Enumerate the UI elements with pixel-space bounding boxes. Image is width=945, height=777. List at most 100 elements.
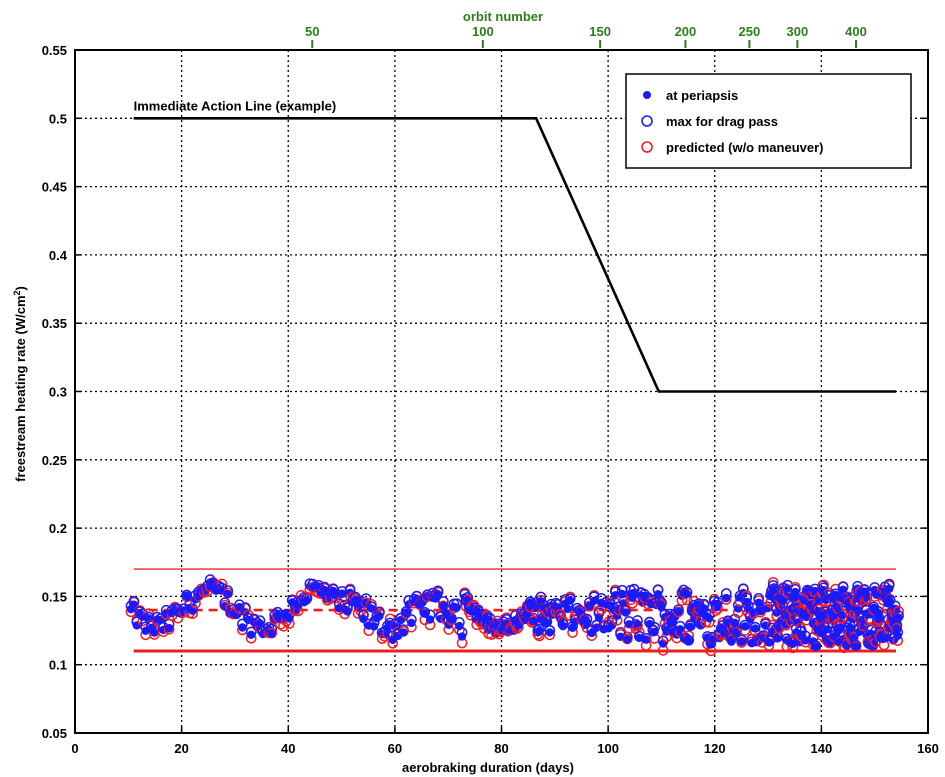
legend-marker-max-drag xyxy=(641,115,653,127)
periapsis-point xyxy=(722,593,731,603)
periapsis-point xyxy=(447,614,456,624)
top-tick-label: 150 xyxy=(589,24,611,39)
periapsis-point xyxy=(343,607,352,616)
periapsis-point xyxy=(585,601,594,611)
y-tick-label: 0.15 xyxy=(42,589,67,604)
periapsis-point xyxy=(737,637,746,647)
periapsis-point xyxy=(838,585,848,595)
top-tick-label: 250 xyxy=(739,24,761,39)
x-tick-label: 140 xyxy=(811,741,833,756)
x-tick-labels: 0 20 40 60 80 100 120 140 160 xyxy=(71,741,938,756)
data-points xyxy=(125,574,904,657)
periapsis-point xyxy=(220,601,230,611)
periapsis-point xyxy=(425,615,435,624)
tick-marks xyxy=(74,49,929,734)
periapsis-point xyxy=(885,597,895,607)
periapsis-point xyxy=(851,642,861,651)
periapsis-point xyxy=(730,618,739,628)
periapsis-point xyxy=(893,631,902,640)
periapsis-point xyxy=(713,599,722,609)
periapsis-point xyxy=(811,642,821,651)
x-tick-label: 100 xyxy=(597,741,619,756)
periapsis-point xyxy=(791,587,800,597)
y-tick-label: 0.25 xyxy=(42,453,67,468)
periapsis-point xyxy=(865,609,874,619)
x-tick-label: 120 xyxy=(704,741,726,756)
periapsis-point xyxy=(884,584,894,593)
periapsis-point xyxy=(793,618,803,627)
immediate-action-polyline xyxy=(133,117,897,393)
legend-marker-periapsis xyxy=(643,91,651,99)
periapsis-point xyxy=(780,593,789,603)
periapsis-point xyxy=(727,637,736,646)
top-axis-ticks: 50 100 150 200 250 300 400 xyxy=(305,24,867,48)
periapsis-point xyxy=(838,611,847,620)
top-tick-label: 100 xyxy=(472,24,494,39)
periapsis-point xyxy=(674,607,683,616)
predicted-point xyxy=(584,600,595,612)
y-axis-label: freestream heating rate (W/cm2) xyxy=(12,286,28,482)
periapsis-point xyxy=(545,628,555,637)
periapsis-point xyxy=(529,616,538,626)
top-tick-label: 50 xyxy=(305,24,319,39)
x-tick-label: 20 xyxy=(174,741,188,756)
periapsis-point xyxy=(801,636,810,645)
legend-label-max-drag: max for drag pass xyxy=(666,114,778,129)
periapsis-point xyxy=(182,591,191,600)
periapsis-point xyxy=(188,606,197,615)
periapsis-point xyxy=(558,621,568,631)
periapsis-point xyxy=(682,589,692,599)
periapsis-point xyxy=(621,608,630,617)
periapsis-point xyxy=(862,592,872,602)
periapsis-point xyxy=(607,621,617,630)
y-tick-label: 0.3 xyxy=(49,385,67,400)
legend: at periapsis max for drag pass predicted… xyxy=(625,73,912,169)
periapsis-point xyxy=(823,625,832,634)
periapsis-point xyxy=(582,618,592,627)
periapsis-point xyxy=(676,625,685,634)
periapsis-point xyxy=(594,613,604,622)
y-tick-label: 0.55 xyxy=(42,43,67,58)
periapsis-point xyxy=(285,614,294,623)
periapsis-point xyxy=(587,628,596,638)
immediate-action-line-label: Immediate Action Line (example) xyxy=(134,98,337,113)
periapsis-point xyxy=(705,614,714,623)
periapsis-point xyxy=(684,636,693,646)
periapsis-point xyxy=(874,614,884,624)
y-tick-label: 0.05 xyxy=(42,726,67,741)
y-tick-label: 0.4 xyxy=(49,248,68,263)
periapsis-point xyxy=(246,630,256,640)
periapsis-point xyxy=(238,623,247,632)
legend-label-periapsis: at periapsis xyxy=(666,88,738,103)
periapsis-point xyxy=(399,628,408,637)
periapsis-point xyxy=(369,622,379,631)
y-tick-label: 0.45 xyxy=(42,180,67,195)
periapsis-point xyxy=(650,627,659,637)
periapsis-point xyxy=(708,635,717,644)
y-tick-label: 0.5 xyxy=(49,111,67,126)
top-tick-label: 200 xyxy=(675,24,697,39)
y-tick-label: 0.1 xyxy=(49,658,67,673)
periapsis-point xyxy=(686,622,695,631)
periapsis-point xyxy=(565,596,575,605)
periapsis-point xyxy=(407,618,416,628)
periapsis-point xyxy=(452,603,461,612)
periapsis-point xyxy=(401,608,411,617)
periapsis-point xyxy=(208,579,218,589)
periapsis-point xyxy=(337,589,347,598)
x-tick-label: 0 xyxy=(71,741,78,756)
x-tick-label: 80 xyxy=(494,741,508,756)
periapsis-point xyxy=(894,613,903,623)
periapsis-point xyxy=(433,590,443,599)
x-tick-label: 60 xyxy=(388,741,402,756)
periapsis-point xyxy=(763,603,772,613)
periapsis-point xyxy=(535,626,544,636)
periapsis-point xyxy=(773,633,782,643)
top-tick-label: 300 xyxy=(787,24,809,39)
top-axis-label: orbit number xyxy=(463,9,543,24)
y-tick-labels: 0.05 0.1 0.15 0.2 0.25 0.3 0.35 0.4 0.45 0.5 0.55 xyxy=(42,43,68,741)
periapsis-point xyxy=(751,624,760,633)
periapsis-point xyxy=(641,635,651,644)
periapsis-point xyxy=(223,589,232,599)
